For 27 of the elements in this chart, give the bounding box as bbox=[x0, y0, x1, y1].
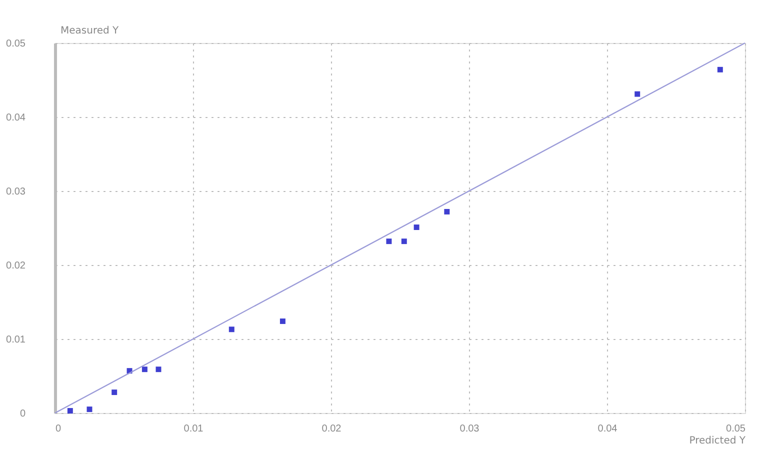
x-tick-label: 0 bbox=[56, 424, 62, 434]
point bbox=[112, 390, 118, 396]
x-tick-label: 0.04 bbox=[598, 424, 618, 434]
x-tick-label: 0.05 bbox=[726, 424, 746, 434]
y-tick-label: 0.04 bbox=[6, 112, 26, 124]
point bbox=[67, 408, 73, 414]
point bbox=[444, 208, 450, 214]
y-axis-title: Measured Y bbox=[60, 26, 120, 36]
y-tick-label: 0.05 bbox=[6, 38, 26, 50]
point bbox=[386, 238, 392, 244]
y-tick-label: 0.02 bbox=[6, 260, 26, 272]
x-tick-label: 0.01 bbox=[184, 424, 204, 434]
point bbox=[414, 224, 420, 230]
x-tick-label: 0.03 bbox=[460, 424, 480, 434]
point bbox=[634, 91, 640, 97]
x-axis-title: Predicted Y bbox=[689, 436, 746, 446]
y-tick-label: 0.01 bbox=[6, 334, 26, 346]
y-tick-label: 0 bbox=[20, 408, 26, 420]
point bbox=[717, 66, 723, 72]
point bbox=[228, 326, 234, 332]
point bbox=[280, 318, 286, 324]
point bbox=[401, 238, 407, 244]
point bbox=[142, 366, 148, 372]
y-tick-label: 0.03 bbox=[6, 186, 26, 198]
point bbox=[156, 366, 162, 372]
point bbox=[86, 406, 92, 412]
x-tick-label: 0.02 bbox=[322, 424, 342, 434]
